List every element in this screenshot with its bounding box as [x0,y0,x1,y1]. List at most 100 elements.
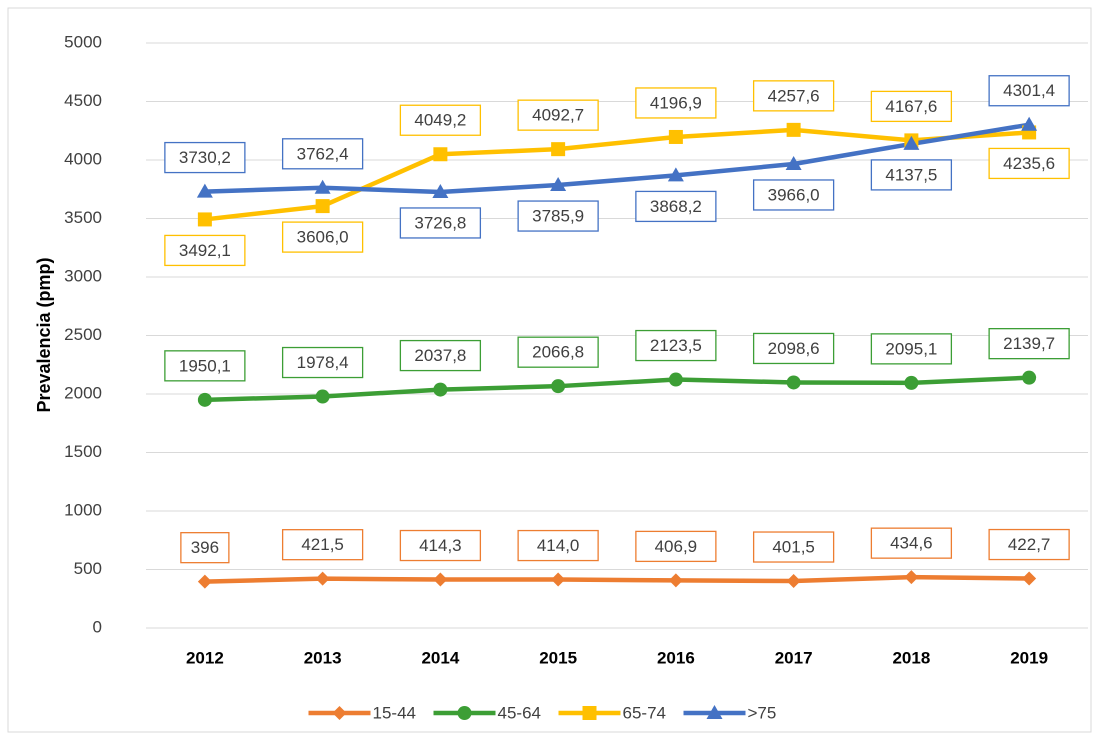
series-line [204,574,1030,584]
data-label: 4257,6 [768,86,820,105]
data-label: 414,3 [419,536,462,555]
data-label: 422,7 [1008,535,1051,554]
data-point [433,382,448,397]
series-line [204,122,1030,195]
data-point [551,142,566,157]
data-label: 3868,2 [650,197,702,216]
data-point [668,129,683,144]
data-label: 434,6 [890,534,933,553]
data-label: 421,5 [301,535,344,554]
data-label-box [517,336,599,368]
data-label: 4301,4 [1003,81,1055,100]
data-label: 3762,4 [297,144,349,163]
y-axis-label: Prevalencia (pmp) [34,257,54,412]
legend-marker [332,706,347,720]
legend-marker [706,705,723,719]
data-point [315,571,330,586]
data-label: 2123,5 [650,336,702,355]
legend-marker [582,706,597,720]
y-tick-label: 2500 [64,325,102,344]
data-point [904,570,919,585]
data-point [668,372,683,387]
data-label-box [281,346,364,379]
data-point [786,122,801,137]
y-tick-label: 1500 [64,442,102,461]
data-point [786,375,801,390]
data-label-box [164,350,246,382]
y-tick-label: 3500 [64,208,102,227]
series-line [204,127,1030,222]
data-label: 4049,2 [414,111,466,130]
y-tick-label: 0 [93,617,102,636]
data-point [433,572,448,587]
data-label-box [988,528,1070,561]
data-label-box [870,333,953,365]
y-tick-label: 4500 [64,91,102,110]
data-label-box [752,179,835,211]
data-label: 2098,6 [768,339,820,358]
data-point [667,167,684,182]
data-point [314,179,331,194]
legend-label: 45-64 [498,703,541,722]
data-label-box [517,200,599,232]
data-point [1021,116,1038,131]
data-label: 4167,6 [885,97,937,116]
legend-label: >75 [748,703,777,722]
data-label-box [517,99,599,131]
data-label: 2037,8 [414,346,466,365]
data-label: 396 [191,538,219,557]
data-label-box [281,138,364,170]
data-point [903,135,920,150]
y-tick-label: 3000 [64,266,102,285]
x-tick-label: 2013 [304,648,342,667]
data-label: 3726,8 [414,213,466,232]
data-point [551,572,566,587]
series-line [204,375,1030,403]
data-label-box [752,80,835,112]
data-label-box [399,529,482,562]
data-label: 2095,1 [885,339,937,358]
x-tick-label: 2014 [421,648,459,667]
data-label-box [870,90,953,123]
data-label: 1950,1 [179,356,231,375]
y-tick-label: 5000 [64,32,102,51]
data-label-box [635,190,717,223]
data-label: 4137,5 [885,165,937,184]
data-label: 4092,7 [532,106,584,125]
data-label-box [164,234,246,267]
data-label-box [399,104,482,136]
data-point [197,392,212,407]
x-tick-label: 2019 [1010,648,1048,667]
data-point [433,147,448,162]
data-label-box [164,141,246,174]
data-point [196,183,213,198]
data-point [1022,370,1037,385]
data-point [197,212,212,227]
data-label-box [399,339,482,372]
data-label-box [988,147,1070,180]
data-label: 4235,6 [1003,154,1055,173]
data-point [1022,571,1037,586]
data-label: 2066,8 [532,343,584,362]
y-tick-label: 1000 [64,500,102,519]
data-label: 3730,2 [179,148,231,167]
data-point [315,389,330,404]
data-label-box [752,332,835,365]
data-label-box [517,529,599,562]
data-label-box [870,527,953,559]
data-label-box [180,532,230,564]
data-label: 3606,0 [297,228,349,247]
data-label-box [281,221,364,253]
legend-label: 65-74 [623,703,666,722]
data-point [315,199,330,214]
y-tick-label: 4000 [64,149,102,168]
legend-label: 15-44 [373,703,416,722]
x-tick-label: 2012 [186,648,224,667]
data-point [550,177,567,192]
x-tick-label: 2017 [775,648,813,667]
data-label: 3785,9 [532,207,584,226]
data-label-box [988,328,1070,360]
data-point [904,375,919,390]
data-label-box [635,329,717,362]
